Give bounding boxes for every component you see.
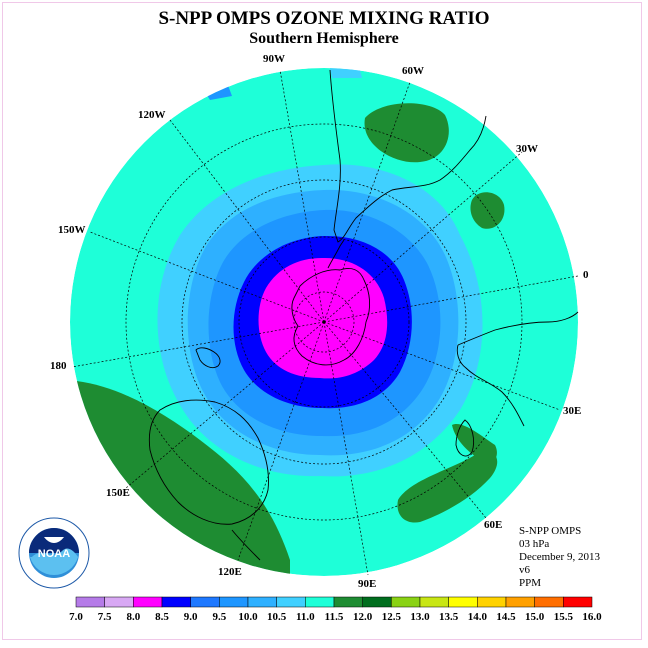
lon-label-180: 180: [50, 360, 67, 372]
logo-text: NOAA: [38, 548, 70, 560]
info-units: PPM: [519, 577, 542, 589]
lon-label-60w: 60W: [402, 65, 424, 77]
colorbar-swatch: [362, 596, 392, 608]
colorbar-swatch: [563, 596, 593, 608]
field-11-5-region-southeast: [397, 451, 498, 523]
latitude-circle-70: [238, 236, 410, 408]
field-8-5: [258, 257, 388, 379]
lon-label-90w: 90W: [263, 53, 285, 65]
noaa-logo-icon: NOAA: [18, 517, 90, 589]
meridian-90w: [279, 69, 325, 323]
coast-antarctic-peninsula: [327, 239, 345, 269]
lon-label-0: 0: [583, 269, 589, 281]
colorbar-swatch: [133, 596, 163, 608]
field-11-5-region-southeast-small: [452, 424, 497, 463]
info-level: 03 hPa: [519, 538, 550, 550]
coast-africa: [456, 311, 579, 427]
coast-antarctica: [291, 268, 371, 366]
lon-label-30e: 30E: [563, 405, 581, 417]
field-11-5-region-north: [364, 103, 449, 163]
field-light-patch-top: [330, 68, 362, 78]
colorbar-swatch: [305, 596, 335, 608]
colorbar-swatch: [247, 596, 277, 608]
coast-new-zealand: [195, 347, 221, 369]
lon-label-120w: 120W: [138, 109, 166, 121]
meridian-180: [71, 321, 325, 368]
colorbar: 7.0 7.5 8.0 8.5 9.0 9.5 10.0 10.5 11.0 11.5 12.0 12…: [69, 596, 602, 623]
colorbar-swatch: [505, 596, 535, 608]
colorbar-swatch: [419, 596, 449, 608]
colorbar-swatch: [75, 596, 105, 608]
info-date: December 9, 2013: [519, 551, 600, 563]
meridian-60w: [323, 81, 411, 323]
colorbar-tick-label: 11.0: [296, 611, 315, 623]
colorbar-swatch: [161, 596, 191, 608]
map-title: S-NPP OMPS OZONE MIXING RATIO: [158, 8, 490, 29]
figure-frame: [2, 2, 642, 640]
colorbar-tick-label: 14.0: [468, 611, 488, 623]
colorbar-tick-label: 7.0: [69, 611, 83, 623]
lon-label-60e: 60E: [484, 519, 502, 531]
colorbar-swatch: [276, 596, 306, 608]
meridian-150w: [89, 231, 325, 323]
latitude-circle-50: [125, 123, 523, 521]
colorbar-tick-label: 8.5: [155, 611, 169, 623]
colorbar-tick-label: 16.0: [582, 611, 602, 623]
info-version: v6: [519, 564, 530, 576]
colorbar-swatch: [190, 596, 220, 608]
colorbar-swatch: [477, 596, 507, 608]
coast-south-america: [329, 69, 487, 243]
colorbar-tick-label: 9.0: [184, 611, 198, 623]
colorbar-tick-label: 12.5: [382, 611, 402, 623]
coast-australia: [148, 399, 269, 525]
colorbar-tick-label: 15.0: [525, 611, 545, 623]
colorbar-tick-label: 9.5: [212, 611, 226, 623]
lon-label-90e: 90E: [358, 578, 376, 590]
colorbar-tick-label: 11.5: [325, 611, 344, 623]
meridian-30w: [323, 151, 523, 323]
coast-tasmania: [231, 529, 261, 561]
colorbar-swatch: [104, 596, 134, 608]
colorbar-swatch: [534, 596, 564, 608]
colorbar-tick-label: 10.0: [238, 611, 258, 623]
info-block: S-NPP OMPS 03 hPa December 9, 2013 v6 PP…: [519, 525, 600, 590]
colorbar-tick-label: 15.5: [554, 611, 574, 623]
lon-label-120e: 120E: [218, 566, 242, 578]
coast-madagascar: [455, 419, 475, 457]
graticule: [71, 69, 579, 576]
colorbar-swatch: [448, 596, 478, 608]
colorbar-swatch: [333, 596, 363, 608]
longitude-labels: 90W 60W 30W 0 30E 60E 90E 120E 150E 180 …: [50, 53, 589, 590]
colorbar-tick-label: 12.0: [353, 611, 373, 623]
colorbar-tick-label: 8.0: [126, 611, 140, 623]
meridian-90e: [323, 321, 369, 576]
info-instrument: S-NPP OMPS: [519, 525, 582, 537]
lon-label-30w: 30W: [516, 143, 538, 155]
colorbar-tick-label: 10.5: [267, 611, 287, 623]
latitude-circle-80: [293, 291, 355, 353]
map-subtitle: Southern Hemisphere: [249, 30, 399, 47]
meridian-150e: [125, 321, 325, 489]
meridian-30e: [323, 321, 561, 411]
colorbar-tick-label: 13.0: [410, 611, 430, 623]
colorbar-tick-label: 13.5: [439, 611, 459, 623]
colorbar-tick-label: 7.5: [98, 611, 112, 623]
coastlines: [148, 69, 579, 561]
colorbar-swatch: [391, 596, 421, 608]
lon-label-150e: 150E: [106, 487, 130, 499]
meridian-0: [323, 275, 579, 323]
lon-label-150w: 150W: [58, 224, 86, 236]
colorbar-swatch: [219, 596, 249, 608]
latitude-circle-60: [181, 179, 467, 465]
colorbar-tick-label: 14.5: [496, 611, 516, 623]
